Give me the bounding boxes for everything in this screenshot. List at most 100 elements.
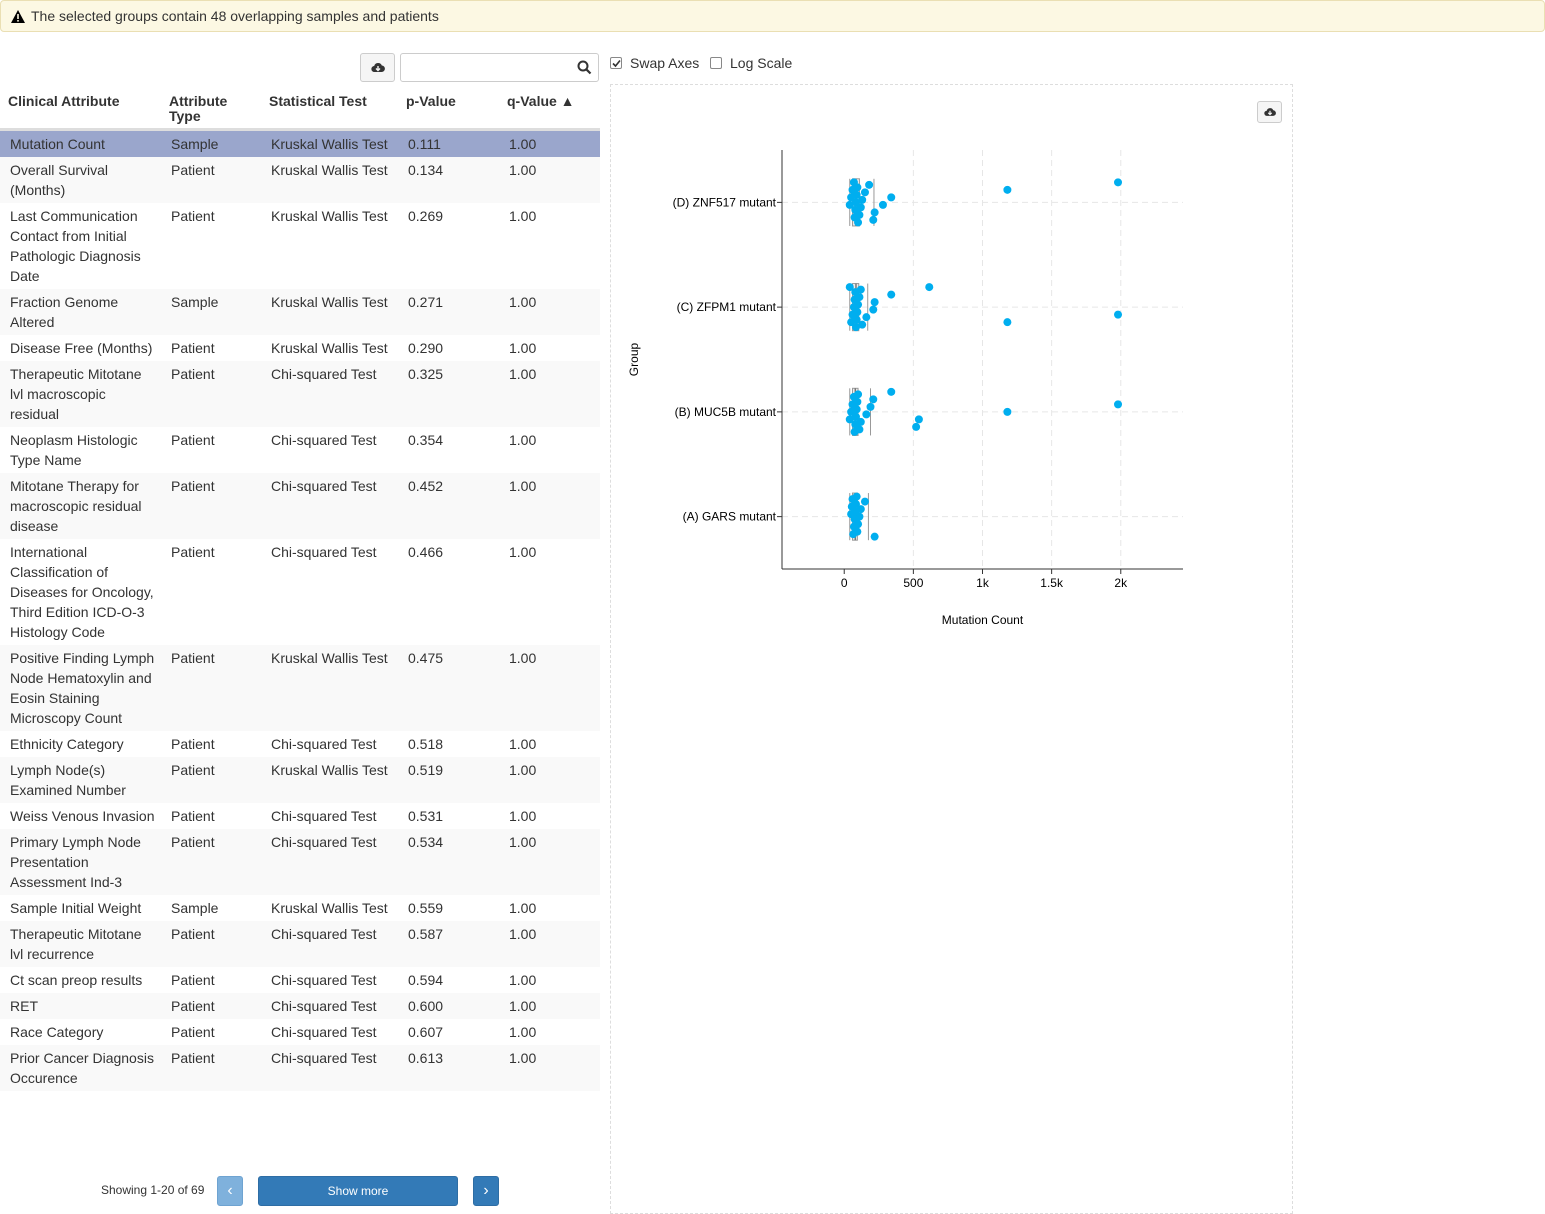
table-row[interactable]: Positive Finding Lymph Node Hematoxylin … bbox=[0, 644, 600, 731]
column-header-attribute-type[interactable]: Attribute Type bbox=[161, 88, 261, 131]
data-point bbox=[847, 318, 856, 327]
cell-attribute-type: Sample bbox=[171, 899, 219, 916]
data-point bbox=[860, 188, 869, 197]
cell-p-value: 0.607 bbox=[408, 1023, 444, 1040]
cell-statistical-test: Chi-squared Test bbox=[261, 360, 398, 427]
cell-attribute-type: Patient bbox=[161, 992, 261, 1019]
data-point bbox=[1003, 318, 1012, 327]
data-point bbox=[862, 313, 871, 322]
table-row[interactable]: Overall Survival (Months) Patient Kruskal … bbox=[0, 156, 600, 203]
cell-clinical-attribute: Ct scan preop results bbox=[10, 971, 143, 988]
table-row[interactable]: Lymph Node(s) Examined Number Patient Krus… bbox=[0, 756, 600, 803]
data-point bbox=[914, 415, 923, 424]
table-row[interactable]: Mutation Count Sample Kruskal Wallis Test 0… bbox=[0, 129, 600, 157]
x-tick-label: 2k bbox=[1114, 576, 1128, 590]
cell-clinical-attribute: Fraction Genome Altered bbox=[0, 288, 161, 335]
table-row[interactable]: Sample Initial Weight Sample Kruskal Walli… bbox=[0, 895, 600, 921]
data-point bbox=[862, 410, 871, 419]
log-scale-checkbox[interactable] bbox=[710, 57, 722, 69]
show-more-button[interactable]: Show more bbox=[258, 1176, 458, 1206]
cell-q-value: 1.00 bbox=[509, 899, 537, 916]
data-point bbox=[849, 392, 858, 401]
table-row[interactable]: Primary Lymph Node Presentation Assessme… bbox=[0, 828, 600, 895]
cell-attribute-type: Patient bbox=[171, 807, 215, 824]
table-row[interactable]: Race Category Patient Chi-squared Test 0.60… bbox=[0, 1019, 600, 1045]
table-row[interactable]: Ethnicity Category Patient Chi-squared Tes… bbox=[0, 731, 600, 757]
table-row[interactable]: Weiss Venous Invasion Patient Chi-squared … bbox=[0, 803, 600, 829]
cell-q-value: 1.00 bbox=[499, 472, 600, 539]
cell-statistical-test: Chi-squared Test bbox=[261, 1044, 398, 1091]
alert-text: The selected groups contain 48 overlappi… bbox=[31, 8, 439, 24]
log-scale-option[interactable]: Log Scale bbox=[710, 55, 792, 71]
cell-q-value: 1.00 bbox=[499, 644, 600, 731]
data-point bbox=[887, 290, 896, 299]
table-row[interactable]: Disease Free (Months) Patient Kruskal Wall… bbox=[0, 335, 600, 361]
cell-statistical-test: Kruskal Wallis Test bbox=[261, 644, 398, 731]
cell-statistical-test: Chi-squared Test bbox=[261, 472, 398, 539]
column-header-q-value[interactable]: q-Value ▲ bbox=[499, 88, 600, 131]
table-row[interactable]: Therapeutic Mitotane lvl macroscopic res… bbox=[0, 360, 600, 427]
column-header-p-value[interactable]: p-Value bbox=[398, 88, 499, 131]
cell-p-value: 0.271 bbox=[398, 288, 499, 335]
pagination-status: Showing 1-20 of 69 bbox=[101, 1183, 205, 1197]
cell-attribute-type: Patient bbox=[171, 1023, 215, 1040]
column-header-statistical-test[interactable]: Statistical Test bbox=[261, 88, 398, 131]
x-tick-label: 1.5k bbox=[1040, 576, 1064, 590]
data-point bbox=[858, 195, 867, 204]
swap-axes-checkbox[interactable] bbox=[610, 57, 622, 69]
table-row[interactable]: RET Patient Chi-squared Test 0.600 1.00 bbox=[0, 992, 600, 1019]
cell-attribute-type: Patient bbox=[161, 360, 261, 427]
y-tick-label: (B) MUC5B mutant bbox=[675, 405, 777, 419]
overlap-warning-alert: The selected groups contain 48 overlappi… bbox=[0, 0, 1545, 32]
data-point bbox=[858, 320, 867, 329]
cell-p-value: 0.594 bbox=[408, 971, 444, 988]
cell-statistical-test: Chi-squared Test bbox=[261, 920, 398, 967]
cell-statistical-test: Chi-squared Test bbox=[271, 807, 377, 824]
table-row[interactable]: Neoplasm Histologic Type Name Patient Chi-… bbox=[0, 427, 600, 473]
cell-statistical-test: Kruskal Wallis Test bbox=[261, 288, 398, 335]
cell-p-value: 0.531 bbox=[408, 807, 444, 824]
data-point bbox=[851, 412, 860, 421]
cell-statistical-test: Chi-squared Test bbox=[261, 828, 398, 895]
cell-q-value: 1.00 bbox=[499, 1044, 600, 1091]
data-point bbox=[1114, 310, 1123, 319]
swap-axes-option[interactable]: Swap Axes bbox=[610, 55, 699, 71]
table-row[interactable]: Therapeutic Mitotane lvl recurrence Patie… bbox=[0, 920, 600, 967]
download-plot-button[interactable] bbox=[1257, 101, 1282, 123]
cell-p-value: 0.613 bbox=[398, 1044, 499, 1091]
cell-attribute-type: Patient bbox=[171, 339, 215, 356]
download-table-button[interactable] bbox=[360, 53, 395, 82]
cell-clinical-attribute: Primary Lymph Node Presentation Assessme… bbox=[0, 828, 161, 895]
data-point bbox=[851, 420, 860, 429]
table-row[interactable]: Ct scan preop results Patient Chi-squared … bbox=[0, 967, 600, 993]
data-point bbox=[847, 502, 856, 511]
table-row[interactable]: Prior Cancer Diagnosis Occurence Patient C… bbox=[0, 1044, 600, 1091]
table-row[interactable]: International Classification of Diseases… bbox=[0, 539, 600, 645]
cell-q-value: 1.00 bbox=[499, 360, 600, 427]
table-row[interactable]: Last Communication Contact from Initial … bbox=[0, 203, 600, 289]
table-row[interactable]: Fraction Genome Altered Sample Kruskal Wal… bbox=[0, 288, 600, 335]
data-point bbox=[1003, 185, 1012, 194]
cell-statistical-test: Chi-squared Test bbox=[261, 992, 398, 1019]
cell-statistical-test: Kruskal Wallis Test bbox=[261, 129, 398, 157]
cell-statistical-test: Chi-squared Test bbox=[271, 543, 377, 560]
plot-panel: 0 500 1k 1.5k 2k (D) ZNF517 mutant (C) ZFPM1 m… bbox=[610, 84, 1293, 1214]
cell-attribute-type: Patient bbox=[171, 543, 215, 560]
cell-statistical-test: Kruskal Wallis Test bbox=[261, 156, 398, 203]
table-row[interactable]: Mitotane Therapy for macroscopic residua… bbox=[0, 472, 600, 539]
cell-q-value: 1.00 bbox=[509, 735, 537, 752]
warning-icon bbox=[11, 9, 25, 23]
y-tick-label: (A) GARS mutant bbox=[683, 510, 777, 524]
column-header-clinical-attribute[interactable]: Clinical Attribute bbox=[0, 88, 161, 131]
search-input[interactable] bbox=[401, 54, 571, 81]
search-icon[interactable] bbox=[577, 60, 592, 78]
cell-clinical-attribute: Positive Finding Lymph Node Hematoxylin … bbox=[0, 644, 161, 731]
cell-attribute-type: Patient bbox=[161, 920, 261, 967]
cell-q-value: 1.00 bbox=[509, 1023, 537, 1040]
cell-attribute-type: Patient bbox=[161, 1044, 261, 1091]
data-point bbox=[850, 213, 859, 222]
cell-q-value: 1.00 bbox=[499, 756, 600, 803]
next-page-button[interactable]: › bbox=[473, 1176, 499, 1206]
previous-page-button[interactable]: ‹ bbox=[217, 1176, 243, 1206]
x-axis-title: Mutation Count bbox=[942, 613, 1024, 627]
